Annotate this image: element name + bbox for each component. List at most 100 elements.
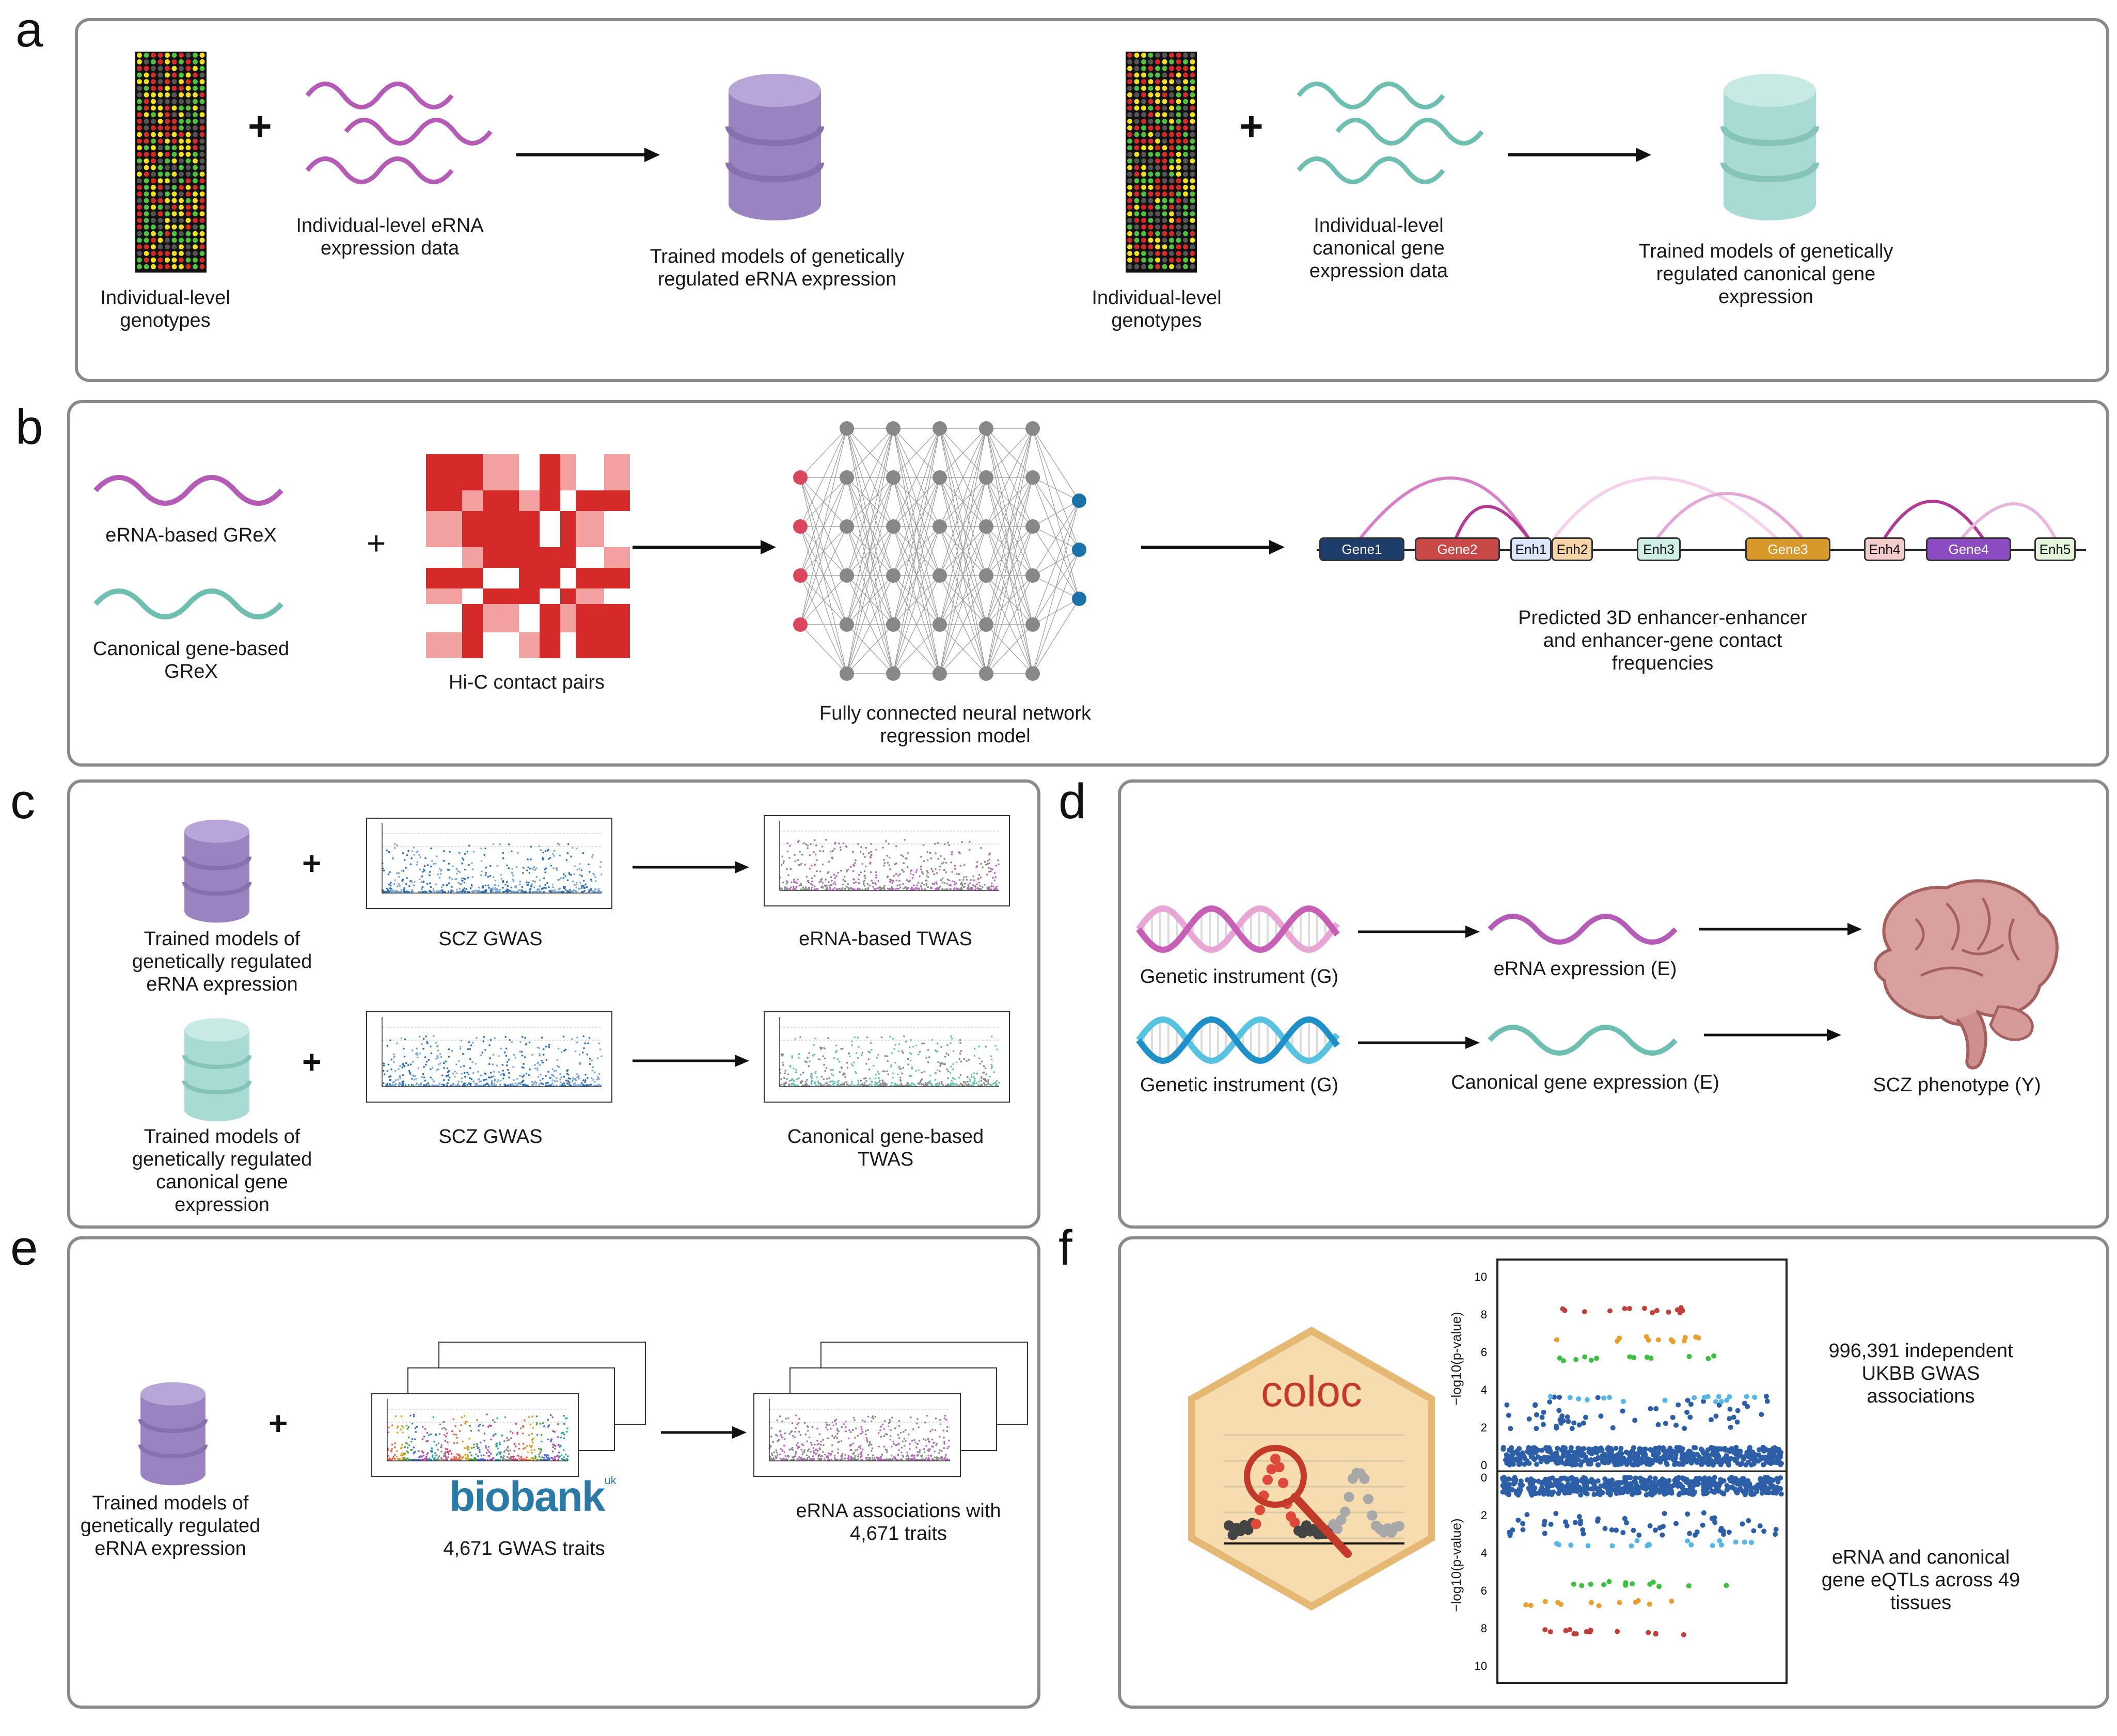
manhattan-plot-erna-twas: [764, 815, 1010, 906]
svg-text:2: 2: [1481, 1509, 1487, 1522]
svg-text:8: 8: [1481, 1622, 1487, 1635]
panel-label-b: b: [15, 400, 43, 455]
scz-gwas-label: SCZ GWAS: [438, 1126, 543, 1148]
erna-expression-e-label: eRNA expression (E): [1493, 958, 1677, 980]
enhancer-box-enh5: Enh5: [2034, 537, 2076, 561]
gene-box-gene3: Gene3: [1745, 537, 1830, 561]
arrow: [1508, 148, 1651, 162]
erna-wave: [1488, 914, 1678, 945]
arrow: [633, 1055, 749, 1067]
canonical-expression-label: Individual-level canonical gene expressi…: [1309, 215, 1448, 282]
genotypes-label-1: Individual-level genotypes: [100, 287, 230, 331]
y-axis-label-top: −log10(p-value): [1448, 1312, 1464, 1406]
database-icon-canonical: [182, 1018, 252, 1122]
panel-label-f: f: [1058, 1220, 1072, 1276]
svg-text:6: 6: [1481, 1346, 1487, 1359]
svg-text:6: 6: [1481, 1584, 1487, 1597]
trained-canonical-label: Trained models of genetically regulated …: [132, 1126, 312, 1216]
database-icon-erna: [725, 74, 824, 220]
biobank-logo-text: biobank: [449, 1473, 605, 1520]
manhattan-plot-erna-associations: [753, 1393, 961, 1477]
arrow: [661, 1426, 747, 1439]
plus-sign: +: [302, 845, 322, 882]
svg-text:4: 4: [1481, 1383, 1487, 1396]
database-icon-erna: [138, 1382, 208, 1486]
trained-erna-label: Trained models of genetically regulated …: [80, 1492, 261, 1559]
arrow: [1141, 540, 1285, 554]
erna-associations-label: eRNA associations with 4,671 traits: [796, 1500, 1001, 1544]
coloc-title: coloc: [1260, 1367, 1363, 1415]
svg-text:0: 0: [1481, 1459, 1487, 1472]
panel-label-c: c: [10, 774, 35, 829]
gwas-traits-label: 4,671 GWAS traits: [443, 1538, 605, 1559]
arrow: [516, 148, 660, 162]
y-axis-label-bottom: −log10(p-value): [1448, 1518, 1464, 1612]
dna-helix-blue: [1136, 1016, 1340, 1064]
genetic-instrument-label: Genetic instrument (G): [1140, 1074, 1339, 1096]
svg-text:10: 10: [1475, 1660, 1487, 1673]
trained-canonical-label: Trained models of genetically regulated …: [1638, 241, 1893, 308]
genetic-instrument-label: Genetic instrument (G): [1140, 966, 1339, 988]
gene-box-gene1: Gene1: [1319, 537, 1404, 561]
plus-sign: +: [1239, 103, 1263, 149]
svg-text:2: 2: [1481, 1421, 1487, 1434]
biobank-uk-text: uk: [604, 1474, 617, 1487]
manhattan-plot-canonical-twas: [764, 1011, 1010, 1103]
arrow: [633, 540, 776, 554]
genotype-matrix-2: [1126, 52, 1197, 273]
gene-box-gene2: Gene2: [1415, 537, 1500, 561]
manhattan-plot-scz-gwas: [366, 1011, 612, 1103]
trained-erna-label: Trained models of genetically regulated …: [650, 246, 905, 290]
coloc-hexagon-logo: [1188, 1326, 1435, 1611]
arrow: [1699, 923, 1862, 935]
genotypes-label-2: Individual-level genotypes: [1092, 287, 1222, 331]
enhancer-box-enh1: Enh1: [1510, 537, 1552, 561]
predicted-contact-label: Predicted 3D enhancer-enhancer and enhan…: [1518, 607, 1807, 674]
arrow: [1358, 1037, 1480, 1049]
scz-gwas-label: SCZ GWAS: [438, 928, 543, 950]
canonical-wave: [1488, 1025, 1678, 1056]
neural-network: [793, 421, 1086, 681]
dna-helix-pink: [1136, 905, 1340, 953]
mirrored-manhattan-plot: 10 8 6 4 2 00 2 4 6 8 10: [1475, 1259, 1788, 1684]
canonical-twas-label: Canonical gene-based TWAS: [787, 1126, 984, 1170]
neural-network-label: Fully connected neural network regressio…: [819, 703, 1091, 747]
erna-expression-label: Individual-level eRNA expression data: [296, 215, 484, 259]
scz-phenotype-label: SCZ phenotype (Y): [1873, 1074, 2041, 1096]
ukbb-associations-label: 996,391 independent UKBB GWAS associatio…: [1828, 1340, 2013, 1407]
svg-text:10: 10: [1475, 1270, 1487, 1283]
plus-sign: +: [302, 1043, 322, 1080]
canonical-grex-label: Canonical gene-based GReX: [92, 638, 290, 682]
panel-label-a: a: [15, 2, 43, 57]
panel-b: [67, 400, 2109, 767]
enhancer-box-enh4: Enh4: [1864, 537, 1905, 561]
erna-grex-wave: [93, 475, 283, 506]
biobank-logo: biobankuk: [449, 1473, 617, 1520]
manhattan-plot-scz-gwas: [366, 818, 612, 909]
database-icon-canonical: [1720, 74, 1819, 220]
panel-label-d: d: [1058, 774, 1086, 829]
svg-text:0: 0: [1481, 1471, 1487, 1484]
brain-icon: [1873, 879, 2059, 1070]
canonical-wave-group: [1297, 82, 1484, 184]
manhattan-plot-multicolor: [371, 1393, 579, 1477]
erna-grex-label: eRNA-based GReX: [105, 524, 277, 546]
trained-erna-label: Trained models of genetically regulated …: [132, 928, 312, 995]
hic-contact-matrix: [426, 454, 630, 658]
canonical-expression-e-label: Canonical gene expression (E): [1451, 1072, 1719, 1093]
canonical-grex-wave: [93, 588, 283, 619]
erna-twas-label: eRNA-based TWAS: [799, 928, 972, 950]
svg-text:4: 4: [1481, 1547, 1487, 1559]
hic-label: Hi-C contact pairs: [449, 672, 605, 693]
arrow: [1358, 926, 1480, 938]
svg-text:8: 8: [1481, 1308, 1487, 1321]
gene-box-gene4: Gene4: [1926, 537, 2011, 561]
panel-label-e: e: [10, 1220, 38, 1276]
database-icon-erna: [182, 819, 252, 923]
enhancer-box-enh3: Enh3: [1637, 537, 1681, 561]
genotype-matrix-1: [135, 52, 207, 273]
erna-wave-group: [305, 82, 493, 184]
plus-sign: +: [367, 524, 386, 562]
arrow: [633, 861, 749, 873]
enhancer-box-enh2: Enh2: [1552, 537, 1593, 561]
